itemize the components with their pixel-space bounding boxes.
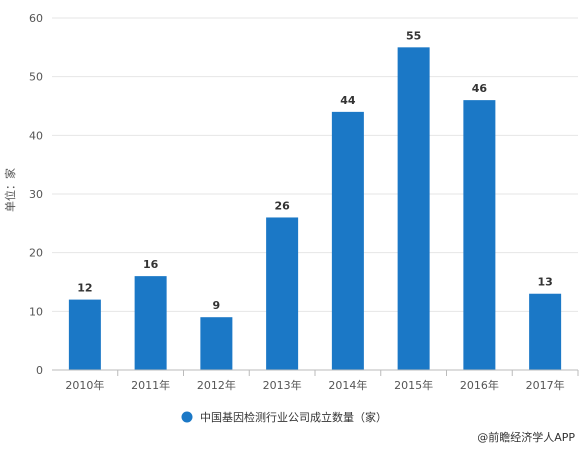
x-tick-label: 2014年 — [328, 378, 367, 392]
y-tick-label: 10 — [29, 305, 43, 318]
bar — [397, 47, 430, 370]
bar — [331, 111, 364, 370]
y-tick-label: 50 — [29, 71, 43, 84]
legend-label: 中国基因检测行业公司成立数量（家） — [200, 410, 387, 424]
data-label: 46 — [472, 82, 488, 95]
x-tick-label: 2017年 — [526, 378, 565, 392]
y-axis-title: 单位：家 — [3, 168, 17, 212]
bar — [68, 299, 101, 370]
bar — [134, 276, 167, 370]
y-tick-label: 60 — [29, 12, 43, 25]
x-tick-label: 2016年 — [460, 378, 499, 392]
y-tick-label: 0 — [36, 364, 43, 377]
y-tick-label: 40 — [29, 129, 43, 142]
data-label: 26 — [274, 199, 290, 212]
legend: 中国基因检测行业公司成立数量（家） — [181, 410, 387, 424]
bar — [266, 217, 299, 370]
data-label: 12 — [77, 282, 92, 295]
data-label: 9 — [213, 299, 221, 312]
y-tick-label: 20 — [29, 247, 43, 260]
data-labels: 12 16 9 26 44 55 46 13 — [77, 29, 553, 312]
x-axis-ticks: 2010年 2011年 2012年 2013年 2014年 2015年 2016年 2017年 — [65, 370, 579, 392]
data-label: 13 — [537, 276, 552, 289]
y-axis-ticks: 0 10 20 30 40 50 60 — [29, 12, 43, 377]
x-tick-label: 2013年 — [263, 378, 302, 392]
x-tick-label: 2010年 — [65, 378, 104, 392]
x-tick-label: 2012年 — [197, 378, 236, 392]
source-credit: @前瞻经济学人APP — [477, 430, 575, 444]
x-tick-label: 2015年 — [394, 378, 433, 392]
bars — [68, 47, 562, 370]
legend-swatch — [181, 411, 193, 423]
data-label: 44 — [340, 94, 356, 107]
data-label: 55 — [406, 29, 421, 42]
x-tick-label: 2011年 — [131, 378, 170, 392]
bar — [200, 317, 233, 370]
bar — [463, 100, 496, 370]
bar — [529, 293, 562, 370]
data-label: 16 — [143, 258, 159, 271]
y-tick-label: 30 — [29, 188, 43, 201]
gridlines — [52, 17, 578, 312]
